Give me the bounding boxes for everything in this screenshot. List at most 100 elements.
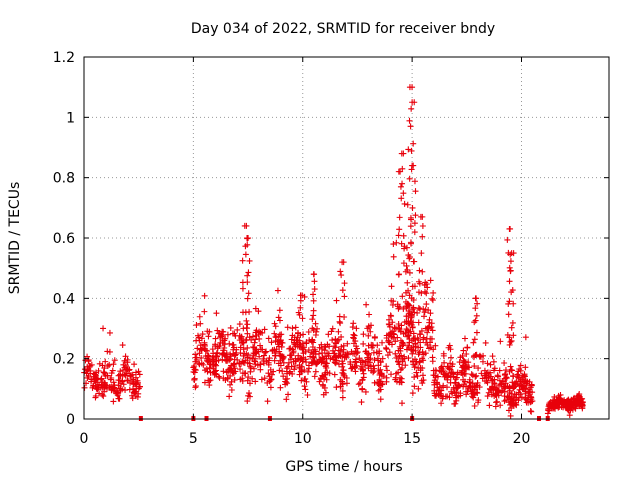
data-point — [409, 390, 416, 397]
data-point — [283, 396, 290, 403]
data-point — [234, 326, 241, 333]
data-point — [429, 297, 436, 304]
data-point — [121, 364, 128, 371]
data-point — [487, 373, 494, 380]
data-point — [81, 366, 88, 373]
data-point — [322, 363, 329, 370]
data-point — [274, 287, 281, 294]
data-point — [265, 335, 272, 342]
data-point — [406, 84, 413, 91]
data-point — [506, 334, 513, 341]
data-point — [100, 383, 107, 390]
data-point — [244, 272, 251, 279]
data-point — [388, 283, 395, 290]
data-point — [344, 340, 351, 347]
data-point — [201, 379, 208, 386]
data-point — [490, 367, 497, 374]
data-point — [510, 384, 517, 391]
data-point — [332, 360, 339, 367]
data-point — [311, 373, 318, 380]
data-point — [311, 286, 318, 293]
data-point — [246, 390, 253, 397]
data-point — [266, 373, 273, 380]
data-point — [508, 250, 515, 257]
data-point — [523, 397, 530, 404]
data-point — [338, 333, 345, 340]
axis-ticks: 0 5 10 15 20 0 0.2 0.4 0.6 0.8 1 1.2 — [53, 50, 609, 447]
data-point — [270, 368, 277, 375]
data-point — [124, 370, 131, 377]
data-point — [515, 394, 522, 401]
data-point — [94, 386, 101, 393]
data-point — [362, 388, 369, 395]
data-point — [400, 260, 407, 267]
data-point — [508, 324, 515, 331]
data-point — [393, 370, 400, 377]
data-point — [275, 360, 282, 367]
data-point — [310, 339, 317, 346]
data-point — [383, 346, 390, 353]
data-point — [428, 324, 435, 331]
data-point — [280, 359, 287, 366]
data-point — [434, 373, 441, 380]
data-point — [469, 393, 476, 400]
data-point — [408, 337, 415, 344]
data-point — [407, 223, 414, 230]
data-point — [415, 305, 422, 312]
data-point — [470, 339, 477, 346]
data-point — [358, 399, 365, 406]
data-point — [260, 355, 267, 362]
data-point — [394, 358, 401, 365]
data-point — [297, 341, 304, 348]
data-point — [319, 356, 326, 363]
y-tick-label: 0 — [66, 412, 75, 428]
data-point — [301, 383, 308, 390]
data-point — [353, 345, 360, 352]
data-point — [374, 355, 381, 362]
data-point — [246, 334, 253, 341]
data-point — [522, 364, 529, 371]
data-point — [117, 368, 124, 375]
data-point — [399, 365, 406, 372]
data-point — [341, 280, 348, 287]
data-point — [494, 386, 501, 393]
data-point — [424, 329, 431, 336]
data-point — [473, 351, 480, 358]
data-point — [386, 316, 393, 323]
data-point — [409, 99, 416, 106]
data-point — [219, 356, 226, 363]
data-point — [296, 371, 303, 378]
data-point — [324, 369, 331, 376]
chart-title: Day 034 of 2022, SRMTID for receiver bnd… — [191, 21, 495, 37]
data-point — [528, 382, 535, 389]
data-point — [119, 342, 126, 349]
data-point — [513, 402, 520, 409]
data-point — [396, 326, 403, 333]
data-point — [323, 376, 330, 383]
data-point — [360, 331, 367, 338]
data-point — [443, 384, 450, 391]
data-point — [245, 269, 252, 276]
data-point — [104, 348, 111, 355]
data-point — [244, 344, 251, 351]
data-point — [418, 250, 425, 257]
data-point — [97, 376, 104, 383]
data-point — [491, 379, 498, 386]
data-point — [252, 378, 259, 385]
data-point — [401, 353, 408, 360]
data-point — [410, 140, 417, 147]
data-point — [339, 394, 346, 401]
data-point — [461, 378, 468, 385]
data-point — [403, 262, 410, 269]
data-point — [417, 306, 424, 313]
data-point — [412, 335, 419, 342]
data-point — [339, 387, 346, 394]
data-point — [261, 352, 268, 359]
data-point — [97, 384, 104, 391]
data-point — [441, 373, 448, 380]
data-point — [467, 383, 474, 390]
data-point — [389, 341, 396, 348]
data-point — [411, 229, 418, 236]
data-point — [265, 370, 272, 377]
data-point — [406, 269, 413, 276]
